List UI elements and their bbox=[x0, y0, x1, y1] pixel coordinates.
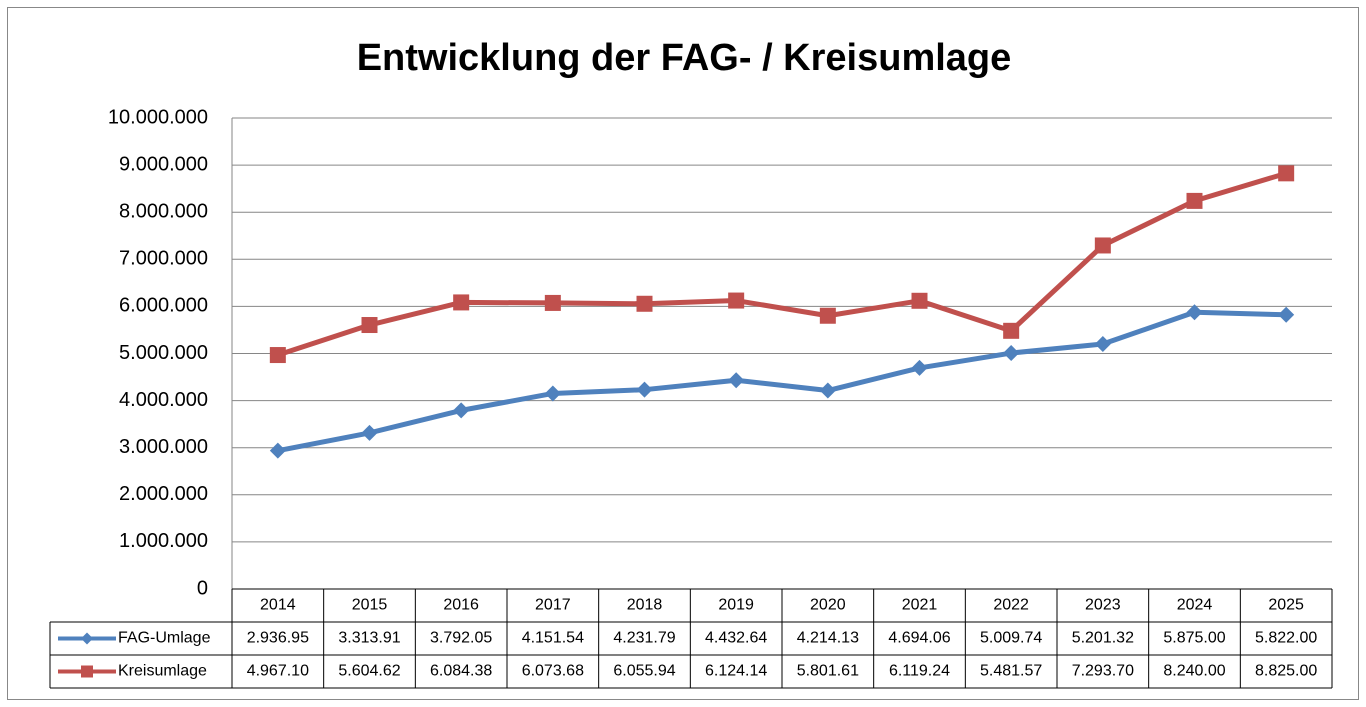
marker bbox=[1278, 165, 1295, 182]
chart-title: Entwicklung der FAG- / Kreisumlage bbox=[357, 37, 1012, 79]
table-cell: 4.231.79 bbox=[613, 630, 675, 647]
x-tick-label: 2025 bbox=[1268, 597, 1304, 614]
table-cell: 6.084.38 bbox=[430, 663, 492, 680]
table-cell: 5.009.74 bbox=[980, 630, 1042, 647]
legend-label: FAG-Umlage bbox=[118, 630, 211, 647]
table-cell: 4.432.64 bbox=[705, 630, 767, 647]
marker bbox=[728, 292, 745, 309]
y-tick-label: 2.000.000 bbox=[119, 483, 208, 505]
x-tick-label: 2018 bbox=[627, 597, 663, 614]
y-tick-label: 10.000.000 bbox=[108, 106, 208, 128]
y-tick-label: 1.000.000 bbox=[119, 530, 208, 552]
table-cell: 7.293.70 bbox=[1072, 663, 1134, 680]
legend-marker bbox=[81, 632, 93, 645]
marker bbox=[1003, 322, 1020, 339]
x-tick-label: 2017 bbox=[535, 597, 571, 614]
marker bbox=[636, 381, 653, 398]
marker bbox=[269, 347, 286, 364]
marker bbox=[1186, 192, 1203, 209]
marker bbox=[361, 424, 378, 441]
table-cell: 2.936.95 bbox=[247, 630, 309, 647]
y-tick-label: 5.000.000 bbox=[119, 342, 208, 364]
y-tick-label: 7.000.000 bbox=[119, 248, 208, 270]
x-tick-label: 2020 bbox=[810, 597, 846, 614]
x-tick-label: 2022 bbox=[993, 597, 1029, 614]
table-cell: 6.119.24 bbox=[889, 663, 950, 680]
table-cell: 4.214.13 bbox=[797, 630, 859, 647]
marker bbox=[361, 317, 378, 334]
y-tick-label: 6.000.000 bbox=[119, 295, 208, 317]
y-tick-label: 8.000.000 bbox=[119, 200, 208, 222]
table-cell: 6.055.94 bbox=[613, 663, 675, 680]
y-tick-label: 4.000.000 bbox=[119, 389, 208, 411]
marker bbox=[728, 372, 745, 389]
y-tick-label: 0 bbox=[197, 577, 208, 599]
table-cell: 4.967.10 bbox=[247, 663, 309, 680]
series-line bbox=[277, 170, 1287, 358]
table-cell: 5.481.57 bbox=[980, 663, 1042, 680]
series-line bbox=[277, 309, 1287, 454]
table-cell: 3.313.91 bbox=[338, 630, 400, 647]
marker bbox=[636, 295, 653, 312]
table-cell: 8.825.00 bbox=[1255, 663, 1317, 680]
x-tick-label: 2016 bbox=[443, 597, 479, 614]
marker bbox=[544, 385, 561, 402]
marker bbox=[819, 307, 836, 324]
y-tick-label: 9.000.000 bbox=[119, 153, 208, 175]
table-cell: 6.073.68 bbox=[522, 663, 584, 680]
marker bbox=[819, 382, 836, 399]
marker bbox=[911, 359, 928, 376]
table-cell: 3.792.05 bbox=[430, 630, 492, 647]
marker bbox=[453, 294, 470, 311]
marker bbox=[1186, 304, 1203, 321]
marker bbox=[544, 294, 561, 311]
table-cell: 5.822.00 bbox=[1255, 630, 1317, 647]
legend-label: Kreisumlage bbox=[118, 663, 207, 680]
legend-marker bbox=[81, 665, 93, 678]
table-cell: 5.801.61 bbox=[797, 663, 859, 680]
y-tick-label: 3.000.000 bbox=[119, 436, 208, 458]
x-tick-label: 2021 bbox=[902, 597, 938, 614]
table-cell: 4.694.06 bbox=[888, 630, 950, 647]
x-tick-label: 2015 bbox=[352, 597, 388, 614]
table-cell: 5.875.00 bbox=[1163, 630, 1225, 647]
table-cell: 4.151.54 bbox=[522, 630, 584, 647]
marker bbox=[1003, 345, 1020, 362]
marker bbox=[1278, 306, 1295, 323]
marker bbox=[1094, 237, 1111, 254]
marker bbox=[1094, 336, 1111, 353]
x-tick-label: 2024 bbox=[1177, 597, 1213, 614]
table-cell: 5.201.32 bbox=[1072, 630, 1134, 647]
table-cell: 5.604.62 bbox=[338, 663, 400, 680]
marker bbox=[911, 292, 928, 309]
table-cell: 6.124.14 bbox=[705, 663, 767, 680]
x-tick-label: 2023 bbox=[1085, 597, 1121, 614]
x-tick-label: 2019 bbox=[718, 597, 754, 614]
marker bbox=[269, 442, 286, 459]
marker bbox=[453, 402, 470, 419]
table-cell: 8.240.00 bbox=[1163, 663, 1225, 680]
x-tick-label: 2014 bbox=[260, 597, 296, 614]
